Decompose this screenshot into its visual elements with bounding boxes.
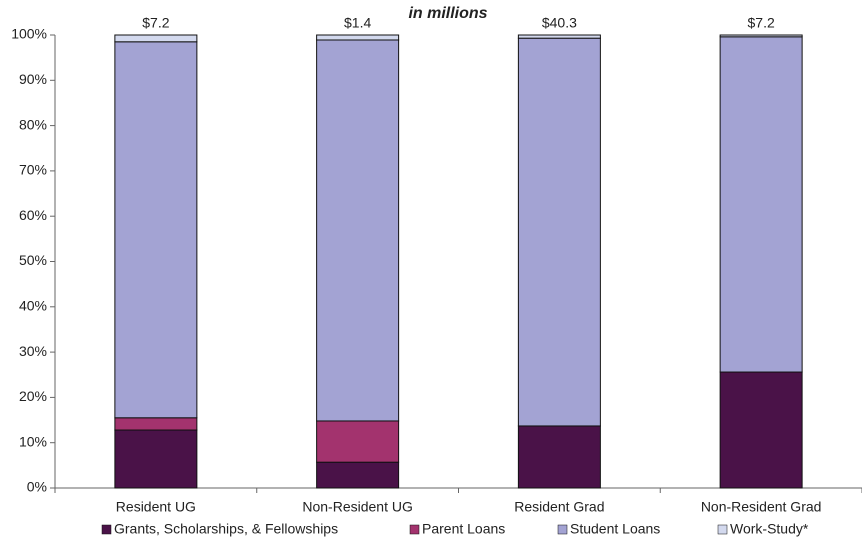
bar-segment bbox=[316, 461, 400, 489]
legend-label: Work-Study* bbox=[730, 521, 809, 537]
bar-segment bbox=[719, 371, 803, 489]
y-tick-label: 30% bbox=[19, 343, 47, 359]
bar-segment bbox=[517, 425, 601, 489]
bar-segment bbox=[517, 34, 601, 39]
total-label: $7.2 bbox=[142, 15, 169, 31]
y-tick-label: 10% bbox=[19, 433, 47, 449]
legend-swatch bbox=[101, 524, 112, 535]
y-tick-label: 100% bbox=[11, 26, 47, 42]
legend-label: Grants, Scholarships, & Fellowships bbox=[114, 521, 338, 537]
bar-segment bbox=[114, 429, 198, 489]
y-tick-label: 80% bbox=[19, 116, 47, 132]
x-tick-label: Non-Resident UG bbox=[302, 499, 413, 515]
legend-swatch bbox=[717, 524, 728, 535]
bar-segment bbox=[719, 36, 803, 373]
bar-segment bbox=[114, 34, 198, 43]
total-label: $40.3 bbox=[542, 15, 577, 31]
y-tick-label: 60% bbox=[19, 207, 47, 223]
total-label: $1.4 bbox=[344, 15, 371, 31]
x-tick-label: Resident UG bbox=[116, 499, 196, 515]
y-tick-label: 90% bbox=[19, 71, 47, 87]
x-tick-label: Non-Resident Grad bbox=[701, 499, 822, 515]
bar-segment bbox=[114, 417, 198, 431]
bar-segment bbox=[316, 39, 400, 422]
total-label: $7.2 bbox=[748, 15, 775, 31]
bar-segment bbox=[114, 41, 198, 419]
y-tick-label: 0% bbox=[27, 479, 47, 495]
legend-label: Student Loans bbox=[570, 521, 660, 537]
y-tick-label: 20% bbox=[19, 388, 47, 404]
y-tick-label: 40% bbox=[19, 298, 47, 314]
x-tick-label: Resident Grad bbox=[514, 499, 604, 515]
legend-swatch bbox=[557, 524, 568, 535]
bar-segment bbox=[719, 34, 803, 38]
y-tick-label: 70% bbox=[19, 162, 47, 178]
legend-label: Parent Loans bbox=[422, 521, 505, 537]
bar-segment bbox=[316, 420, 400, 463]
chart-subtitle: in millions bbox=[408, 5, 487, 22]
y-tick-label: 50% bbox=[19, 252, 47, 268]
bar-segment bbox=[316, 34, 400, 41]
legend-swatch bbox=[409, 524, 420, 535]
bar-segment bbox=[517, 37, 601, 427]
